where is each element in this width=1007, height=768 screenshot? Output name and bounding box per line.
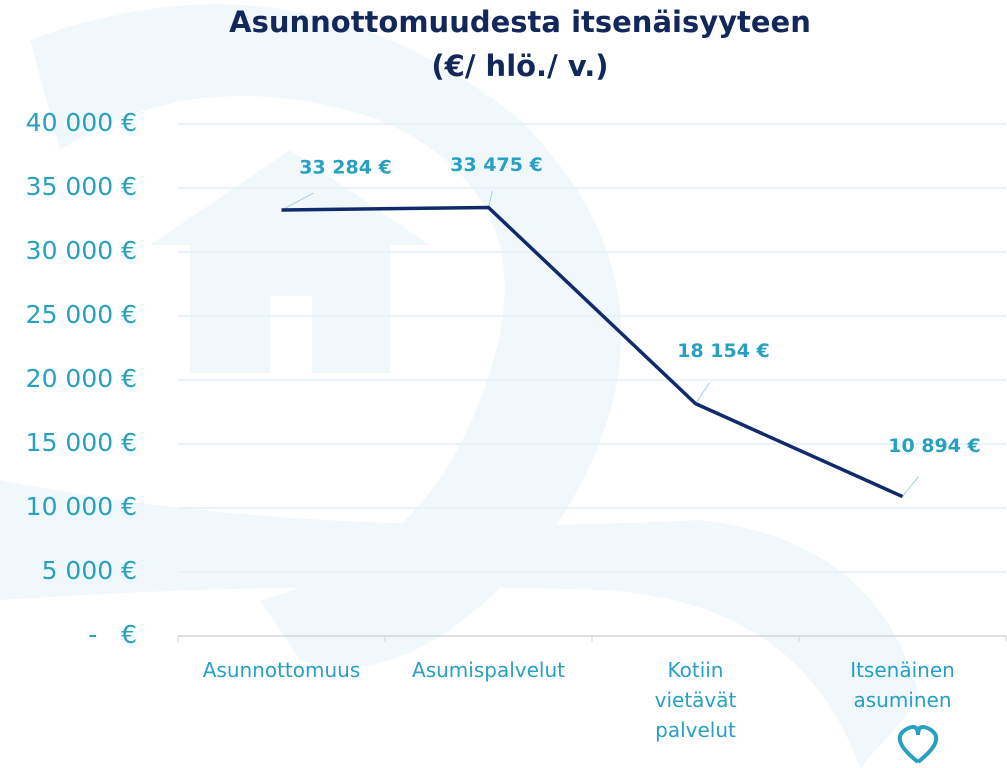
data-label: 18 154 € bbox=[677, 340, 770, 362]
y-tick-label: 5 000 € bbox=[42, 556, 137, 585]
y-tick-label: 35 000 € bbox=[26, 172, 137, 201]
watermark-door bbox=[270, 296, 312, 373]
data-label: 33 284 € bbox=[299, 156, 392, 178]
chart-title: Asunnottomuudesta itsenäisyyteen bbox=[229, 5, 811, 39]
leader-line bbox=[903, 477, 919, 497]
y-tick-label: 30 000 € bbox=[26, 236, 137, 265]
chart: Asunnottomuudesta itsenäisyyteen (€/ hlö… bbox=[0, 0, 1007, 768]
y-tick-label: 20 000 € bbox=[26, 364, 137, 393]
x-tick-label: Asumispalvelut bbox=[389, 655, 589, 685]
y-tick-label: 15 000 € bbox=[26, 428, 137, 457]
y-tick-label: 40 000 € bbox=[26, 108, 137, 137]
x-tick-label: Asunnottomuus bbox=[182, 655, 382, 685]
x-tick-label: Kotiin vietävät palvelut bbox=[596, 655, 796, 745]
y-tick-label: - € bbox=[88, 620, 137, 649]
watermark bbox=[0, 4, 920, 768]
leader-line bbox=[696, 383, 710, 404]
logo bbox=[900, 727, 936, 762]
y-tick-label: 10 000 € bbox=[26, 492, 137, 521]
page: Asunnottomuudesta itsenäisyyteen (€/ hlö… bbox=[0, 0, 1007, 768]
chart-subtitle: (€/ hlö./ v.) bbox=[431, 49, 608, 83]
data-label: 33 475 € bbox=[450, 154, 543, 176]
x-tick-label: Itsenäinen asuminen bbox=[803, 655, 1003, 715]
y-tick-label: 25 000 € bbox=[26, 300, 137, 329]
data-label: 10 894 € bbox=[888, 435, 981, 457]
